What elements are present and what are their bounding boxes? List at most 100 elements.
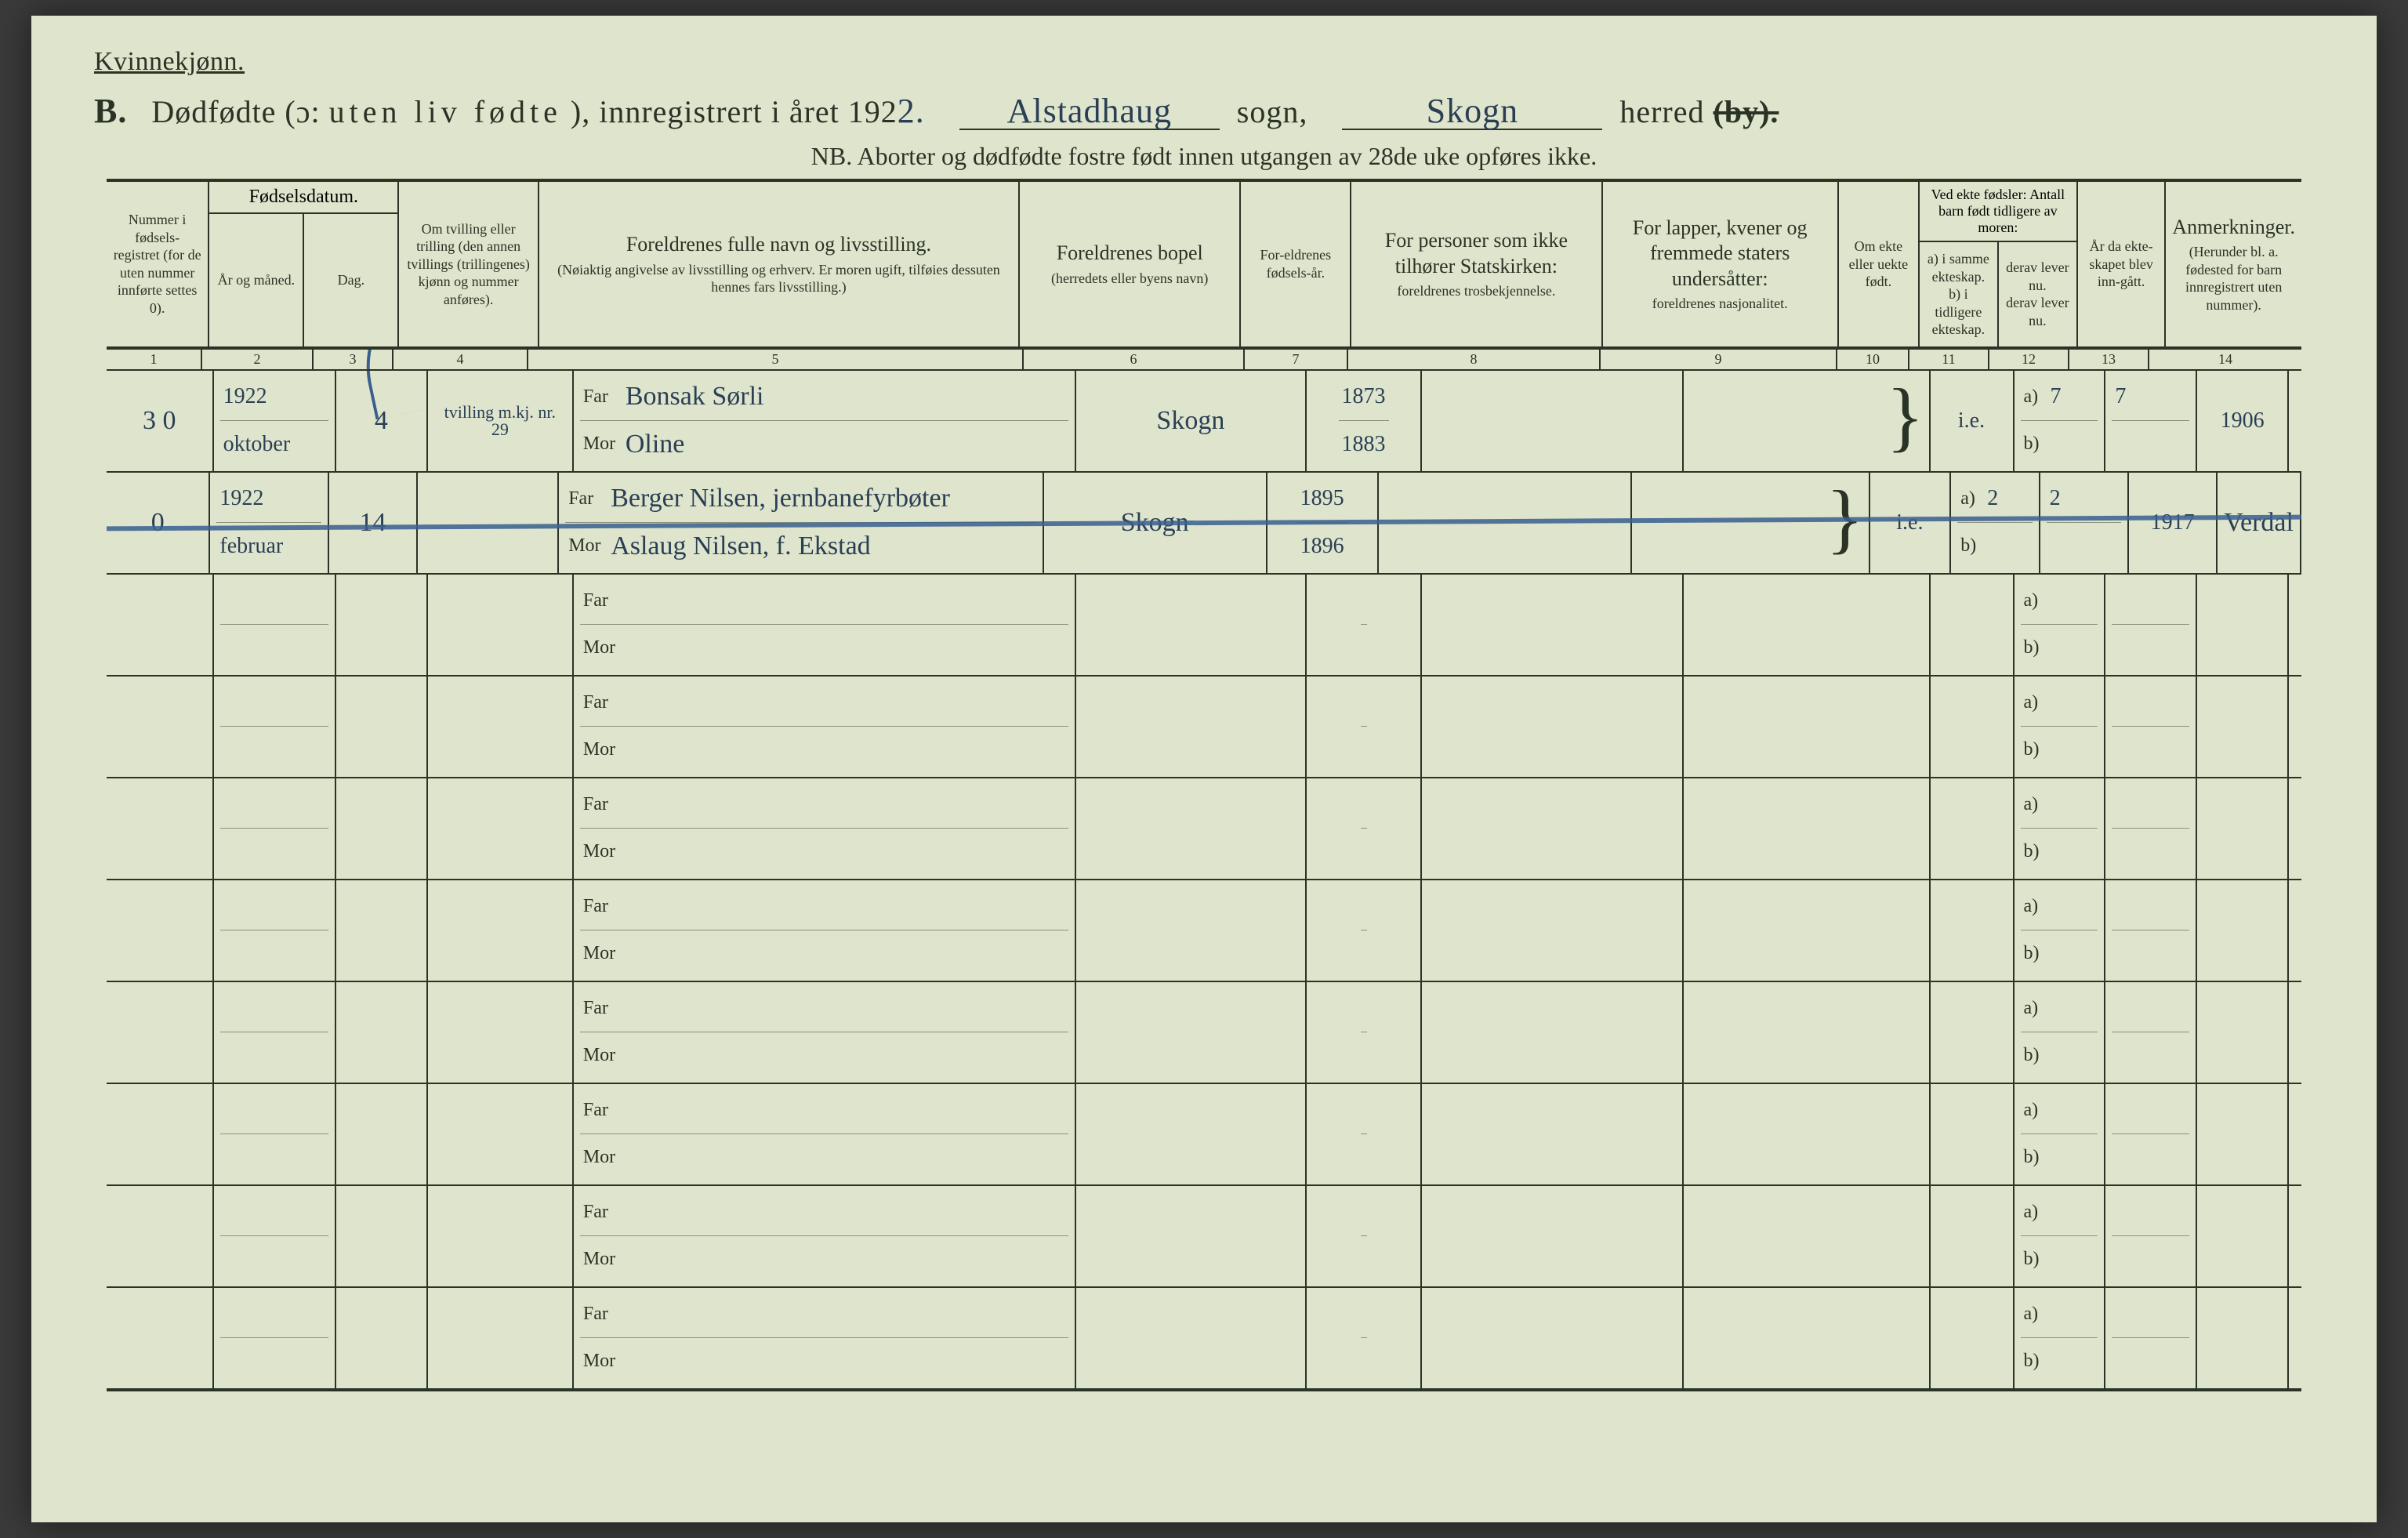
- sogn-fillin: Alstadhaug: [959, 96, 1220, 130]
- table-row: Far Mor a) b): [107, 1084, 2301, 1186]
- th-1: Nummer i fødsels-registret (for de uten …: [107, 182, 209, 346]
- section-letter: B.: [94, 92, 127, 130]
- cell-parents: Far Mor: [574, 982, 1076, 1083]
- table-body: 3 0 1922 oktober 4 tvilling m.kj. nr. 29…: [107, 371, 2301, 1390]
- cell-parents: Far Mor: [574, 1186, 1076, 1286]
- cell-parents: Far Mor: [574, 778, 1076, 879]
- cell-bopel: [1076, 1186, 1307, 1286]
- th-2: År og måned.: [209, 214, 304, 346]
- cell-children-living: [2105, 982, 2197, 1083]
- cell-ekte: [1931, 880, 2015, 981]
- cell-parent-years: [1307, 575, 1421, 675]
- cell-nationality: [1684, 1084, 1931, 1184]
- table-row: Far Mor a) b): [107, 1288, 2301, 1390]
- th-5: Foreldrenes fulle navn og livsstilling. …: [539, 182, 1020, 346]
- cell-bopel: Skogn: [1076, 371, 1307, 471]
- cell-num: [107, 778, 214, 879]
- table-row: Far Mor a) b): [107, 575, 2301, 677]
- cell-married-year: [2197, 575, 2289, 675]
- cell-parents: Far Mor: [574, 677, 1076, 777]
- cell-parent-years: 1895 1896: [1267, 473, 1379, 573]
- cell-year-month: [214, 575, 336, 675]
- cell-faith: [1422, 1186, 1684, 1286]
- cell-num: 0: [107, 473, 210, 573]
- cell-parent-years: [1307, 1084, 1421, 1184]
- cell-ekte: i.e.: [1931, 371, 2015, 471]
- th-13: År da ekte-skapet blev inn-gått.: [2078, 182, 2166, 346]
- table-row: 0 1922 februar 14 FarBerger Nilsen, jern…: [107, 473, 2301, 575]
- cell-children-living: [2105, 1186, 2197, 1286]
- cell-children-count: a) b): [2015, 880, 2106, 981]
- th-12: derav lever nu. derav lever nu.: [1999, 242, 2076, 346]
- th-14: Anmerkninger. (Herunder bl. a. fødested …: [2166, 182, 2301, 346]
- cell-parents: FarBonsak Sørli MorOline: [574, 371, 1076, 471]
- cell-married-year: [2197, 1288, 2289, 1388]
- cell-faith: [1422, 778, 1684, 879]
- cell-ekte: [1931, 1288, 2015, 1388]
- cell-parents: Far Mor: [574, 880, 1076, 981]
- th-date-group: Fødselsdatum.: [209, 182, 397, 214]
- table-row: Far Mor a) b): [107, 982, 2301, 1084]
- cell-children-count: a) b): [2015, 1186, 2106, 1286]
- th-group-children: Ved ekte fødsler: Antall barn født tidli…: [1920, 182, 2078, 346]
- cell-remarks: [2289, 575, 2301, 675]
- cell-married-year: [2197, 1186, 2289, 1286]
- cell-children-count: a) b): [2015, 982, 2106, 1083]
- cell-parent-years: [1307, 982, 1421, 1083]
- table-row: Far Mor a) b): [107, 1186, 2301, 1288]
- cell-children-living: 7: [2105, 371, 2197, 471]
- cell-children-living: [2105, 575, 2197, 675]
- cell-nationality: [1684, 1186, 1931, 1286]
- nb-note: NB. Aborter og dødfødte fostre født inne…: [94, 142, 2314, 171]
- form-title: B. Dødfødte (ɔ: uten liv fødte ), innreg…: [94, 91, 2314, 131]
- cell-parent-years: [1307, 880, 1421, 981]
- cell-year-month: [214, 1084, 336, 1184]
- cell-nationality: [1684, 1288, 1931, 1388]
- cell-num: [107, 982, 214, 1083]
- cell-twin: [428, 778, 574, 879]
- cell-children-living: 2: [2040, 473, 2129, 573]
- by-struck: (by).: [1714, 94, 1779, 129]
- table-row: Far Mor a) b): [107, 677, 2301, 778]
- cell-parent-years: 1873 1883: [1307, 371, 1421, 471]
- cell-faith: [1422, 1288, 1684, 1388]
- gender-label: Kvinnekjønn.: [94, 47, 2314, 77]
- cell-bopel: [1076, 778, 1307, 879]
- cell-year-month: [214, 1186, 336, 1286]
- sogn-label: sogn,: [1237, 94, 1308, 129]
- cell-num: 3 0: [107, 371, 214, 471]
- cell-day: [336, 1288, 428, 1388]
- th-7: For-eldrenes fødsels-år.: [1241, 182, 1351, 346]
- cell-twin: [428, 1186, 574, 1286]
- cell-day: [336, 982, 428, 1083]
- cell-married-year: [2197, 778, 2289, 879]
- table-row: Far Mor a) b): [107, 880, 2301, 982]
- cell-year-month: 1922 februar: [210, 473, 328, 573]
- cell-parent-years: [1307, 1186, 1421, 1286]
- cell-remarks: [2289, 1084, 2301, 1184]
- cell-faith: [1422, 677, 1684, 777]
- cell-parent-years: [1307, 677, 1421, 777]
- cell-nationality: [1684, 677, 1931, 777]
- cell-parent-years: [1307, 1288, 1421, 1388]
- table-row: Far Mor a) b): [107, 778, 2301, 880]
- cell-twin: [428, 1288, 574, 1388]
- cell-children-living: [2105, 778, 2197, 879]
- th-11: a) i samme ekteskap. b) i tidligere ekte…: [1920, 242, 1999, 346]
- cell-day: 14: [329, 473, 418, 573]
- th-4: Om tvilling eller trilling (den annen tv…: [399, 182, 539, 346]
- cell-parents: Far Mor: [574, 1084, 1076, 1184]
- cell-faith: [1422, 371, 1684, 471]
- cell-twin: [428, 677, 574, 777]
- cell-ekte: i.e.: [1870, 473, 1952, 573]
- cell-nationality: [1684, 982, 1931, 1083]
- cell-day: [336, 677, 428, 777]
- cell-day: [336, 1084, 428, 1184]
- cell-day: [336, 778, 428, 879]
- cell-twin: [418, 473, 559, 573]
- cell-children-count: a) b): [2015, 575, 2106, 675]
- cell-bopel: Skogn: [1044, 473, 1267, 573]
- cell-num: [107, 1084, 214, 1184]
- herred-label: herred: [1619, 94, 1704, 129]
- cell-children-count: a) b): [2015, 1288, 2106, 1388]
